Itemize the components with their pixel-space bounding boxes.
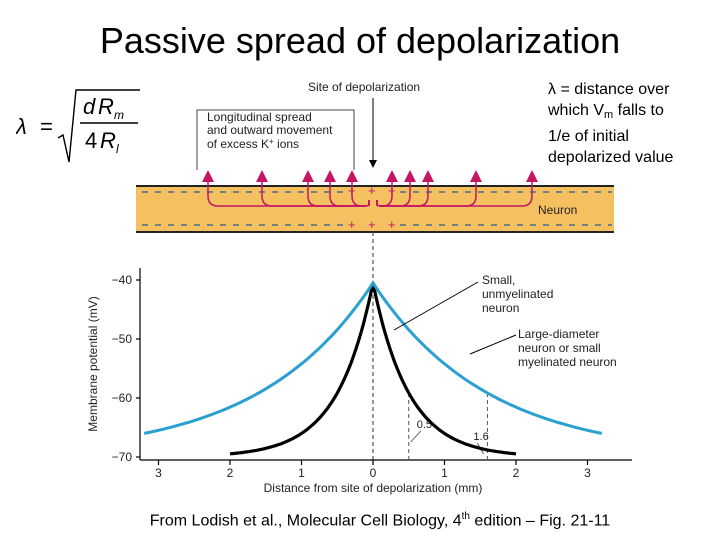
- annotation-small-unmyelinated: neuron: [482, 301, 519, 315]
- y-axis-ticks: −40 −50 −60 −70: [112, 273, 140, 464]
- formula-lambda: λ: [16, 114, 27, 139]
- annotation-small-unmyelinated: Small,: [482, 273, 515, 287]
- citation-suffix: edition – Fig. 21-11: [469, 512, 611, 530]
- formula-den-sub: l: [116, 142, 119, 156]
- spread-label-k: of excess K: [207, 137, 269, 151]
- x-tick-label: 1: [441, 466, 448, 480]
- formula-num-R: R: [98, 94, 114, 119]
- slide-title: Passive spread of depolarization: [99, 20, 621, 61]
- potassium-flux-arrows: [202, 170, 538, 207]
- citation-sup: th: [461, 511, 470, 522]
- lambda-note-line-3: 1/e of initial: [548, 128, 629, 145]
- x-tick-label: 0: [370, 466, 377, 480]
- lambda-markers: 0.51.6: [408, 392, 489, 460]
- formula-equals: =: [40, 114, 53, 139]
- depolarization-figure: + + + + + + Neuron Site of depolarizatio…: [86, 80, 632, 495]
- spread-label-line-3: of excess K+ ions: [207, 137, 299, 151]
- annotation-pointer-line: [469, 334, 517, 355]
- annotation-large-diameter: neuron or small: [518, 341, 601, 355]
- lambda-note-suffix: falls to: [613, 102, 664, 119]
- spread-label-line-1: Longitudinal spread: [207, 110, 312, 124]
- lambda-note-subscript: m: [604, 109, 614, 121]
- lambda-note-line-4: depolarized value: [548, 149, 674, 166]
- spread-label-end: ions: [274, 137, 299, 151]
- annotation-pointer-line: [393, 281, 479, 331]
- x-tick-label: 3: [155, 466, 162, 480]
- membrane-potential-chart: −40 −50 −60 −70 3 2 1 0 1 2 3 Membrane potential …: [86, 268, 632, 495]
- potassium-flux-arrow: [376, 170, 538, 207]
- x-axis-ticks: 3 2 1 0 1 2 3: [155, 460, 591, 480]
- lambda-marker-connector: [410, 430, 422, 443]
- citation: From Lodish et al., Molecular Cell Biolo…: [0, 511, 720, 530]
- neuron-label: Neuron: [538, 203, 577, 217]
- plus-sign: +: [368, 183, 376, 198]
- plus-sign: +: [348, 217, 356, 232]
- length-constant-formula: λ = d R m 4 R l: [16, 89, 140, 163]
- formula-num-d: d: [83, 94, 96, 119]
- lambda-note-prefix: which V: [548, 102, 605, 119]
- citation-prefix: From Lodish et al., Molecular Cell Biolo…: [149, 512, 462, 530]
- lambda-definition: λ = distance over which Vm falls to 1/e …: [548, 79, 720, 168]
- series-lines: [143, 280, 603, 456]
- lambda-note-line-1: λ = distance over: [548, 81, 670, 98]
- potassium-flux-arrow: [346, 170, 370, 207]
- formula-den-R: R: [100, 128, 116, 153]
- formula-root-sign: [57, 89, 140, 163]
- x-tick-label: 3: [584, 466, 591, 480]
- lambda-note-line-2: which Vm falls to: [548, 100, 720, 126]
- annotation-large-diameter: Large-diameter: [518, 327, 599, 341]
- spread-label-line-2: and outward movement: [207, 123, 333, 137]
- formula-den-4: 4: [85, 128, 97, 153]
- lambda-marker-label: 1.6: [473, 431, 488, 443]
- formula-num-sub: m: [114, 108, 124, 122]
- y-axis-label: Membrane potential (mV): [86, 296, 100, 431]
- x-axis-label: Distance from site of depolarization (mm…: [264, 481, 483, 495]
- y-tick-label: −40: [112, 273, 133, 287]
- y-tick-label: −60: [112, 391, 133, 405]
- annotation-small-unmyelinated: unmyelinated: [482, 287, 553, 301]
- site-of-depolarization-label: Site of depolarization: [308, 80, 420, 94]
- x-tick-label: 2: [513, 466, 520, 480]
- y-tick-label: −50: [112, 332, 133, 346]
- annotation-large-diameter: myelinated neuron: [518, 355, 617, 369]
- plus-sign: +: [368, 217, 376, 232]
- x-tick-label: 2: [227, 466, 234, 480]
- y-tick-label: −70: [112, 450, 133, 464]
- plus-sign: +: [388, 217, 396, 232]
- x-tick-label: 1: [298, 466, 305, 480]
- spread-label-sup: +: [269, 137, 274, 146]
